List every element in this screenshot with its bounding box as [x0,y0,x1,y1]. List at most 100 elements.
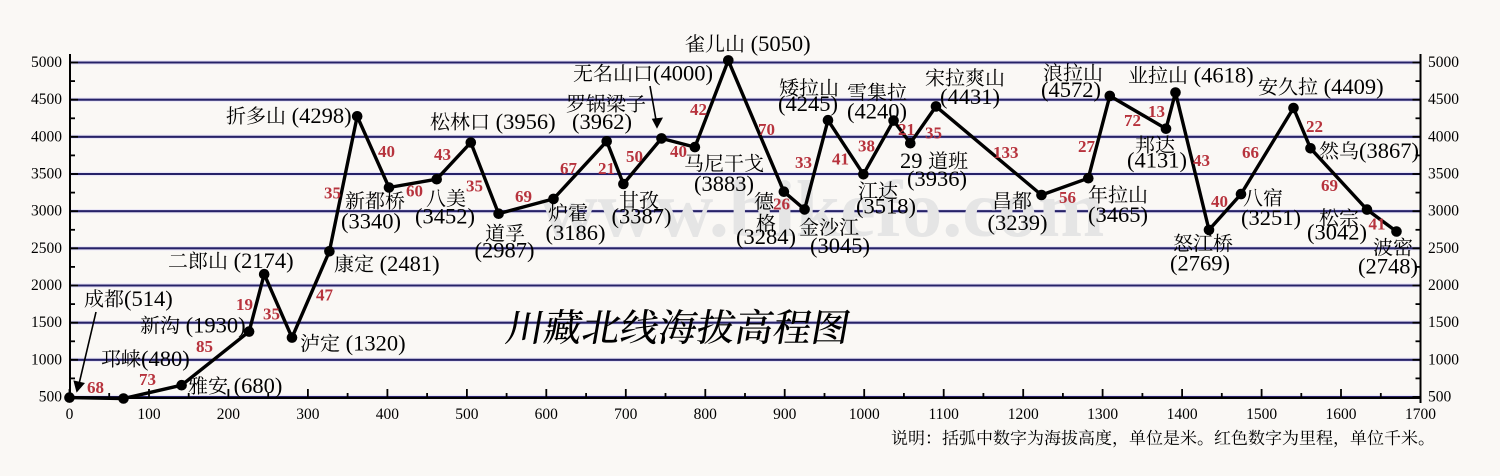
svg-text:60: 60 [406,182,423,201]
svg-text:400: 400 [376,406,400,423]
svg-text:66: 66 [1242,143,1259,162]
svg-text:(3936): (3936) [907,166,967,191]
svg-text:43: 43 [1193,151,1210,170]
svg-text:(4000): (4000) [653,61,713,86]
svg-text:29: 29 [900,148,923,173]
svg-text:1000: 1000 [1428,351,1459,368]
svg-text:(3042): (3042) [1307,220,1367,245]
svg-text:1500: 1500 [1428,314,1459,331]
svg-text:26: 26 [773,195,790,214]
svg-text:1500: 1500 [1246,406,1277,423]
svg-text:(3239): (3239) [988,210,1048,235]
svg-text:4000: 4000 [1428,128,1459,145]
svg-text:500: 500 [1428,389,1452,406]
svg-text:1700: 1700 [1405,406,1436,423]
svg-text:50: 50 [626,147,643,166]
svg-text:(4431): (4431) [940,84,1000,109]
svg-text:600: 600 [535,406,559,423]
svg-text:3000: 3000 [1428,203,1459,220]
svg-text:500: 500 [39,389,63,406]
svg-text:2500: 2500 [1428,240,1459,257]
svg-text:42: 42 [690,100,707,119]
svg-text:(3465): (3465) [1088,202,1148,227]
svg-text:22: 22 [1306,117,1323,136]
svg-text:(2481): (2481) [380,251,440,276]
svg-text:4000: 4000 [31,128,62,145]
svg-text:(480): (480) [141,346,190,371]
svg-text:21: 21 [598,159,615,178]
svg-text:2000: 2000 [1428,277,1459,294]
svg-text:(2987): (2987) [475,238,535,263]
svg-text:(1320): (1320) [346,331,406,356]
svg-text:68: 68 [87,378,104,397]
svg-text:4500: 4500 [31,91,62,108]
svg-text:38: 38 [858,137,875,156]
svg-text:(5050): (5050) [751,31,811,56]
svg-text:0: 0 [66,406,74,423]
svg-text:(3251): (3251) [1241,205,1301,230]
svg-text:5000: 5000 [1428,54,1459,71]
svg-text:100: 100 [137,406,161,423]
svg-text:(680): (680) [234,373,283,398]
svg-text:21: 21 [898,120,915,139]
svg-text:1600: 1600 [1326,406,1357,423]
svg-text:69: 69 [1321,176,1338,195]
svg-text:(2174): (2174) [234,248,294,273]
svg-text:35: 35 [466,177,483,196]
svg-text:1500: 1500 [31,314,62,331]
svg-text:13: 13 [1148,102,1165,121]
svg-text:800: 800 [694,406,718,423]
svg-text:1400: 1400 [1167,406,1198,423]
svg-text:(514): (514) [124,286,173,311]
svg-text:72: 72 [1124,111,1141,130]
svg-text:35: 35 [925,124,942,143]
svg-text:5000: 5000 [31,54,62,71]
svg-text:(4409): (4409) [1324,74,1384,99]
svg-text:3500: 3500 [31,166,62,183]
svg-text:3000: 3000 [31,203,62,220]
svg-text:(4245): (4245) [778,91,838,116]
svg-text:1100: 1100 [928,406,959,423]
svg-text:41: 41 [832,150,849,169]
svg-text:(2748): (2748) [1358,254,1418,279]
svg-text:35: 35 [263,305,280,324]
svg-text:(3962): (3962) [572,109,632,134]
svg-text:19: 19 [236,295,253,314]
svg-text:(3284): (3284) [736,224,796,249]
svg-text:69: 69 [515,187,532,206]
svg-text:(3956): (3956) [496,109,556,134]
svg-text:(3387): (3387) [612,204,672,229]
svg-text:56: 56 [1059,188,1076,207]
svg-text:40: 40 [378,142,395,161]
svg-text:35: 35 [324,184,341,203]
svg-text:500: 500 [455,406,479,423]
svg-text:41: 41 [1369,215,1386,234]
svg-text:900: 900 [773,406,797,423]
svg-text:(2769): (2769) [1170,251,1230,276]
svg-text:(4572): (4572) [1041,77,1101,102]
svg-text:1200: 1200 [1008,406,1039,423]
svg-text:(4298): (4298) [292,103,352,128]
svg-text:(1930): (1930) [186,313,246,338]
svg-text:(3186): (3186) [546,220,606,245]
svg-text:(3045): (3045) [810,233,870,258]
svg-text:4500: 4500 [1428,91,1459,108]
svg-text:(3340): (3340) [341,209,401,234]
svg-text:(4240): (4240) [847,99,907,124]
svg-text:1000: 1000 [849,406,880,423]
svg-text:(4131): (4131) [1127,148,1187,173]
svg-text:(3883): (3883) [694,171,754,196]
svg-text:33: 33 [795,153,812,172]
svg-text:2500: 2500 [31,240,62,257]
svg-text:70: 70 [758,120,775,139]
svg-text:1000: 1000 [31,351,62,368]
svg-text:(3452): (3452) [415,204,475,229]
svg-text:67: 67 [560,159,578,178]
svg-text:www.bikefo.com: www.bikefo.com [540,166,1104,254]
svg-text:73: 73 [139,370,156,389]
svg-text:3500: 3500 [1428,166,1459,183]
svg-text:27: 27 [1078,137,1096,156]
svg-text:85: 85 [196,337,213,356]
svg-text:40: 40 [1211,192,1228,211]
svg-text:47: 47 [316,286,334,305]
